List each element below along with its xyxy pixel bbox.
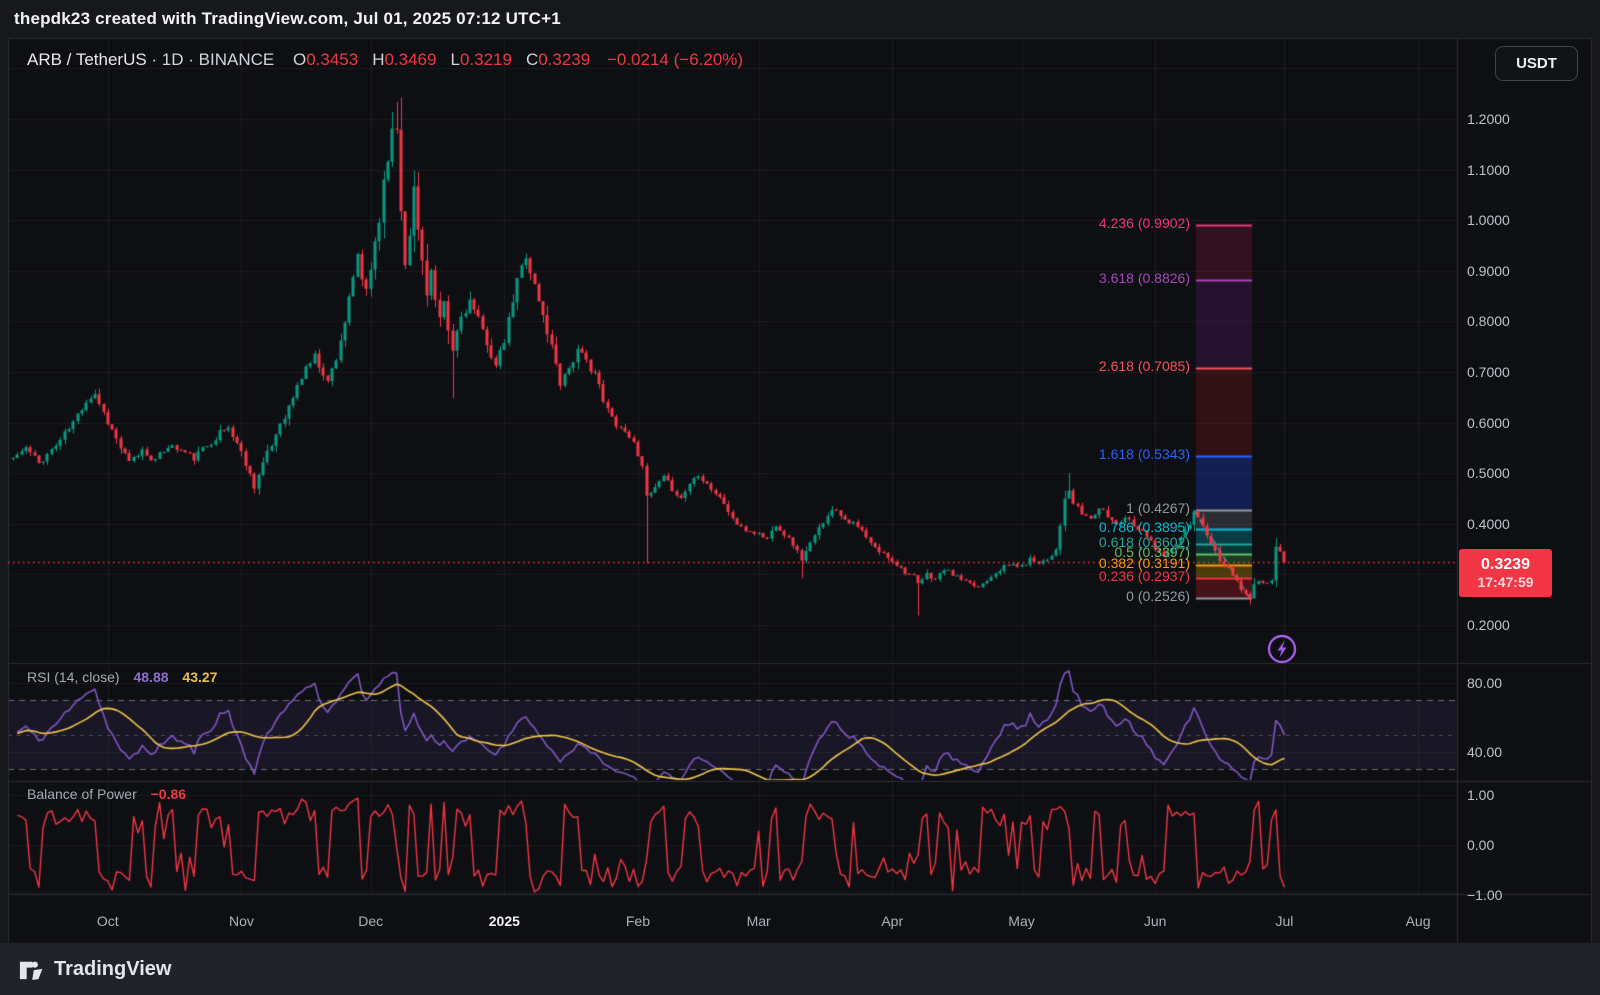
fib-level-label: 1.618 (0.5343): [1098, 445, 1190, 462]
bop-axis-label[interactable]: −1.00: [1467, 886, 1503, 903]
time-axis-label-2025[interactable]: 2025: [488, 913, 520, 929]
bar-countdown: 17:47:59: [1477, 574, 1534, 591]
tradingview-brand-text[interactable]: TradingView: [54, 957, 172, 980]
fib-level-label: 0.786 (0.3895): [1098, 519, 1190, 536]
current-price-badge: 0.3239 17:47:59: [1459, 549, 1552, 597]
change-value: −0.0214 (−6.20%): [606, 50, 744, 69]
price-axis-label[interactable]: 0.6000: [1467, 414, 1510, 431]
time-axis-label-dec[interactable]: Dec: [358, 913, 384, 929]
tradingview-logo-icon[interactable]: [18, 956, 45, 983]
time-axis-label-feb[interactable]: Feb: [625, 913, 650, 929]
time-axis-label-jun[interactable]: Jun: [1143, 913, 1167, 929]
time-axis-label-aug[interactable]: Aug: [1405, 913, 1431, 929]
quick-trade-lightning-button[interactable]: [1264, 631, 1300, 667]
price-axis-label[interactable]: 0.8000: [1467, 313, 1510, 330]
time-axis-label-may[interactable]: May: [1008, 913, 1035, 929]
price-axis-label[interactable]: 0.7000: [1467, 364, 1510, 380]
bop-value: −0.86: [150, 786, 187, 802]
rsi-axis-label[interactable]: 40.00: [1467, 744, 1503, 760]
time-axis-label-jul[interactable]: Jul: [1275, 913, 1294, 929]
bop-axis-label[interactable]: 0.00: [1467, 836, 1495, 853]
lightning-icon: [1267, 634, 1297, 664]
rsi-value: 48.88: [133, 669, 169, 685]
balance-of-power-legend: Balance of Power −0.86: [27, 786, 186, 802]
ohlc-h: H0.3469: [372, 50, 437, 69]
current-price-value: 0.3239: [1481, 555, 1530, 573]
symbol-legend: ARB / TetherUS · 1D · BINANCE O0.3453 H0.…: [27, 50, 743, 70]
bop-legend-title: Balance of Power: [27, 786, 137, 802]
fib-level-label: 0.618 (0.3602): [1098, 533, 1190, 550]
fib-level-label: 1 (0.4267): [1126, 500, 1190, 517]
price-axis-label[interactable]: 0.9000: [1467, 262, 1510, 279]
ohlc-values: O0.3453 H0.3469 L0.3219 C0.3239: [279, 50, 590, 69]
price-axis-label[interactable]: 1.0000: [1467, 212, 1510, 229]
rsi-axis-label[interactable]: 80.00: [1467, 675, 1503, 691]
rsi-legend: RSI (14, close) 48.88 43.27: [27, 669, 217, 685]
price-axis-label[interactable]: 1.2000: [1467, 111, 1510, 127]
watermark-text: thepdk23 created with TradingView.com, J…: [14, 9, 561, 28]
symbol-meta: · 1D · BINANCE: [151, 50, 275, 69]
watermark-bar: thepdk23 created with TradingView.com, J…: [0, 0, 1600, 38]
currency-toggle-button[interactable]: USDT: [1495, 46, 1578, 81]
ohlc-l: L0.3219: [450, 50, 512, 69]
time-axis-label-mar[interactable]: Mar: [746, 913, 771, 929]
time-axis-label-oct[interactable]: Oct: [96, 913, 119, 929]
fib-level-label: 4.236 (0.9902): [1098, 215, 1190, 232]
symbol-title: ARB / TetherUS: [27, 50, 147, 69]
time-axis-label-nov[interactable]: Nov: [228, 913, 254, 929]
ohlc-o: O0.3453: [292, 50, 359, 69]
price-axis-label[interactable]: 0.2000: [1467, 617, 1510, 633]
rsi-legend-title: RSI (14, close): [27, 669, 120, 685]
footer-bar: TradingView: [0, 943, 1600, 995]
fib-level-label: 0.236 (0.2937): [1098, 567, 1190, 584]
price-axis-label[interactable]: 0.4000: [1467, 515, 1510, 532]
fib-level-label: 0.5 (0.3397): [1114, 544, 1191, 561]
price-axis-label[interactable]: 0.5000: [1467, 465, 1510, 482]
fib-level-label: 0.382 (0.3191): [1098, 554, 1190, 571]
fib-level-label: 2.618 (0.7085): [1098, 357, 1190, 374]
bop-axis-label[interactable]: 1.00: [1467, 786, 1495, 803]
price-axis-label[interactable]: 1.1000: [1467, 161, 1510, 178]
ohlc-c: C0.3239: [525, 50, 591, 69]
rsi-ma-value: 43.27: [182, 669, 218, 685]
fib-level-label: 3.618 (0.8826): [1098, 269, 1190, 286]
fib-level-label: 0 (0.2526): [1126, 588, 1190, 605]
time-axis-label-apr[interactable]: Apr: [881, 913, 904, 929]
